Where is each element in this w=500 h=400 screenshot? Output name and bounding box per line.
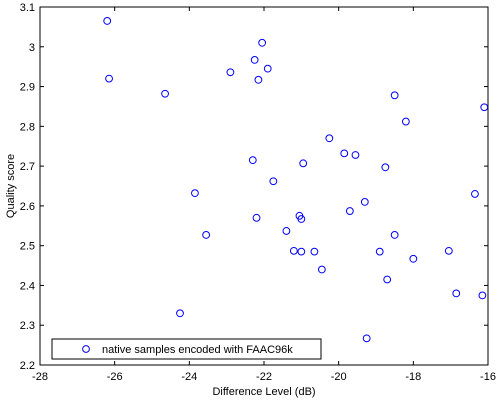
data-point [325,134,334,143]
plot-area [39,6,489,366]
data-point [176,309,184,318]
x-tick-label: -28 [32,371,48,383]
x-tick-label: -16 [480,371,496,383]
data-point [381,163,390,172]
data-point [161,89,169,98]
x-tick-label: -22 [256,371,272,383]
data-point [263,64,272,73]
axis-tick-labels: -28 -26 -24 -22 -20 -18 -16 2.2 2.3 2.4 2.5 2.6 2.7 2… [20,2,496,383]
data-point [282,227,291,235]
y-tick-label: 2.2 [20,360,35,372]
axis-ticks [39,6,489,366]
data-point [269,177,278,186]
data-point [310,247,319,256]
data-point [452,289,461,298]
data-point [252,213,261,222]
data-point [250,56,259,64]
y-tick-label: 2.7 [20,161,35,173]
data-point [362,334,371,343]
legend-label: native samples encoded with FAAC96k [102,344,293,356]
data-point [103,17,112,25]
data-point [351,151,360,159]
y-tick-label: 2.4 [20,280,35,292]
data-point [345,207,354,215]
data-point [202,231,211,239]
data-point [299,159,308,168]
y-tick-label: 2.3 [20,320,35,332]
data-point [409,254,418,263]
y-axis-label: Quality score [5,154,17,218]
data-point [317,265,326,274]
y-tick-label: 2.6 [20,201,35,213]
y-tick-label: 3.1 [20,2,35,14]
data-point [360,198,369,206]
data-point [401,117,410,126]
x-axis-label: Difference Level (dB) [212,386,315,398]
x-tick-label: -18 [405,371,421,383]
data-point [390,91,399,100]
data-point [478,291,487,300]
data-point [340,149,349,158]
data-point [297,247,306,256]
legend-box [51,338,322,360]
data-point [191,189,199,198]
y-tick-label: 2.9 [20,82,35,94]
data-point [105,74,113,83]
data-point [375,247,384,256]
x-tick-label: -20 [331,371,347,383]
x-tick-label: -26 [107,371,123,383]
data-point [383,275,392,284]
data-point [226,68,235,77]
y-tick-label: 2.5 [20,241,35,253]
legend: native samples encoded with FAAC96k [51,338,322,360]
legend-marker [82,345,90,353]
data-point [480,103,489,112]
data-point [248,156,257,165]
y-tick-label: 3 [29,42,35,54]
x-tick-label: -24 [181,371,197,383]
data-point [254,75,263,84]
data-points [103,17,489,343]
data-point [444,246,453,255]
data-point [289,246,298,255]
y-tick-label: 2.8 [20,121,35,133]
data-point [258,38,267,47]
data-point [390,231,399,239]
data-point [471,190,479,198]
data-point [297,215,306,223]
